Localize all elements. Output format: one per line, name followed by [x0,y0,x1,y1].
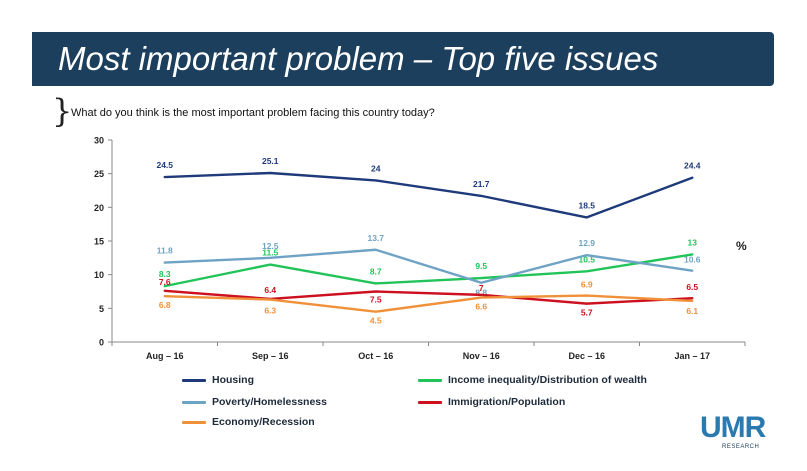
unit-label: % [736,239,747,253]
x-tick-label: Nov – 16 [463,351,500,361]
data-label-economy: 6.1 [686,306,698,316]
data-label-poverty: 12.9 [578,238,595,248]
survey-question: What do you think is the most important … [71,107,435,119]
data-label-immigration: 5.7 [581,308,593,318]
data-label-income: 8.7 [370,266,382,276]
data-label-income: 11.5 [262,248,278,258]
data-label-economy: 6.8 [159,300,171,310]
data-label-economy: 6.3 [264,306,276,316]
data-label-poverty: 13.7 [367,233,384,243]
data-label-immigration: 6.4 [264,285,276,295]
data-label-income: 13 [688,237,698,247]
data-label-poverty: 8.8 [475,288,487,298]
data-label-immigration: 7 [479,283,484,293]
y-tick-label: 25 [94,169,104,179]
data-label-poverty: 12.5 [262,241,279,251]
data-label-housing: 24.5 [156,160,173,170]
data-label-immigration: 7.5 [370,295,382,305]
series-line-immigration [163,289,694,305]
umr-logo: UMR RESEARCH [700,412,784,452]
question-brace: } [52,92,73,130]
y-tick-label: 15 [94,237,104,247]
y-tick-label: 30 [94,136,104,146]
series-line-income [163,253,694,288]
y-tick-label: 0 [99,338,104,348]
data-label-economy: 6.6 [475,302,487,312]
data-label-income: 10.5 [578,254,595,264]
data-label-housing: 21.7 [473,179,490,189]
y-tick-label: 5 [99,304,104,314]
y-tick-label: 20 [94,203,104,213]
data-label-immigration: 7.6 [159,277,171,287]
data-label-poverty: 11.8 [157,246,173,256]
logo-wordmark: UMR [700,411,766,444]
data-label-poverty: 10.6 [684,255,701,265]
x-tick-label: Jan – 17 [674,351,710,361]
x-tick-label: Oct – 16 [358,351,393,361]
data-label-income: 9.5 [475,261,487,271]
data-label-economy: 6.9 [581,280,593,290]
data-label-housing: 18.5 [578,200,595,210]
x-tick-label: Aug – 16 [146,351,184,361]
x-tick-label: Sep – 16 [252,351,289,361]
logo-subtitle: RESEARCH [722,444,760,450]
x-tick-label: Dec – 16 [568,351,605,361]
title-banner: Most important problem – Top five issues [32,32,774,86]
series-line-economy [163,294,694,313]
data-label-housing: 25.1 [262,156,279,166]
data-label-housing: 24.4 [684,161,701,171]
series-line-housing [163,171,694,219]
data-label-housing: 24 [371,163,381,173]
data-label-economy: 4.5 [370,316,382,326]
data-label-income: 8.3 [159,269,171,279]
y-tick-label: 10 [94,270,104,280]
page-title: Most important problem – Top five issues [58,40,659,77]
data-label-immigration: 6.5 [686,282,698,292]
series-line-poverty [163,248,694,284]
